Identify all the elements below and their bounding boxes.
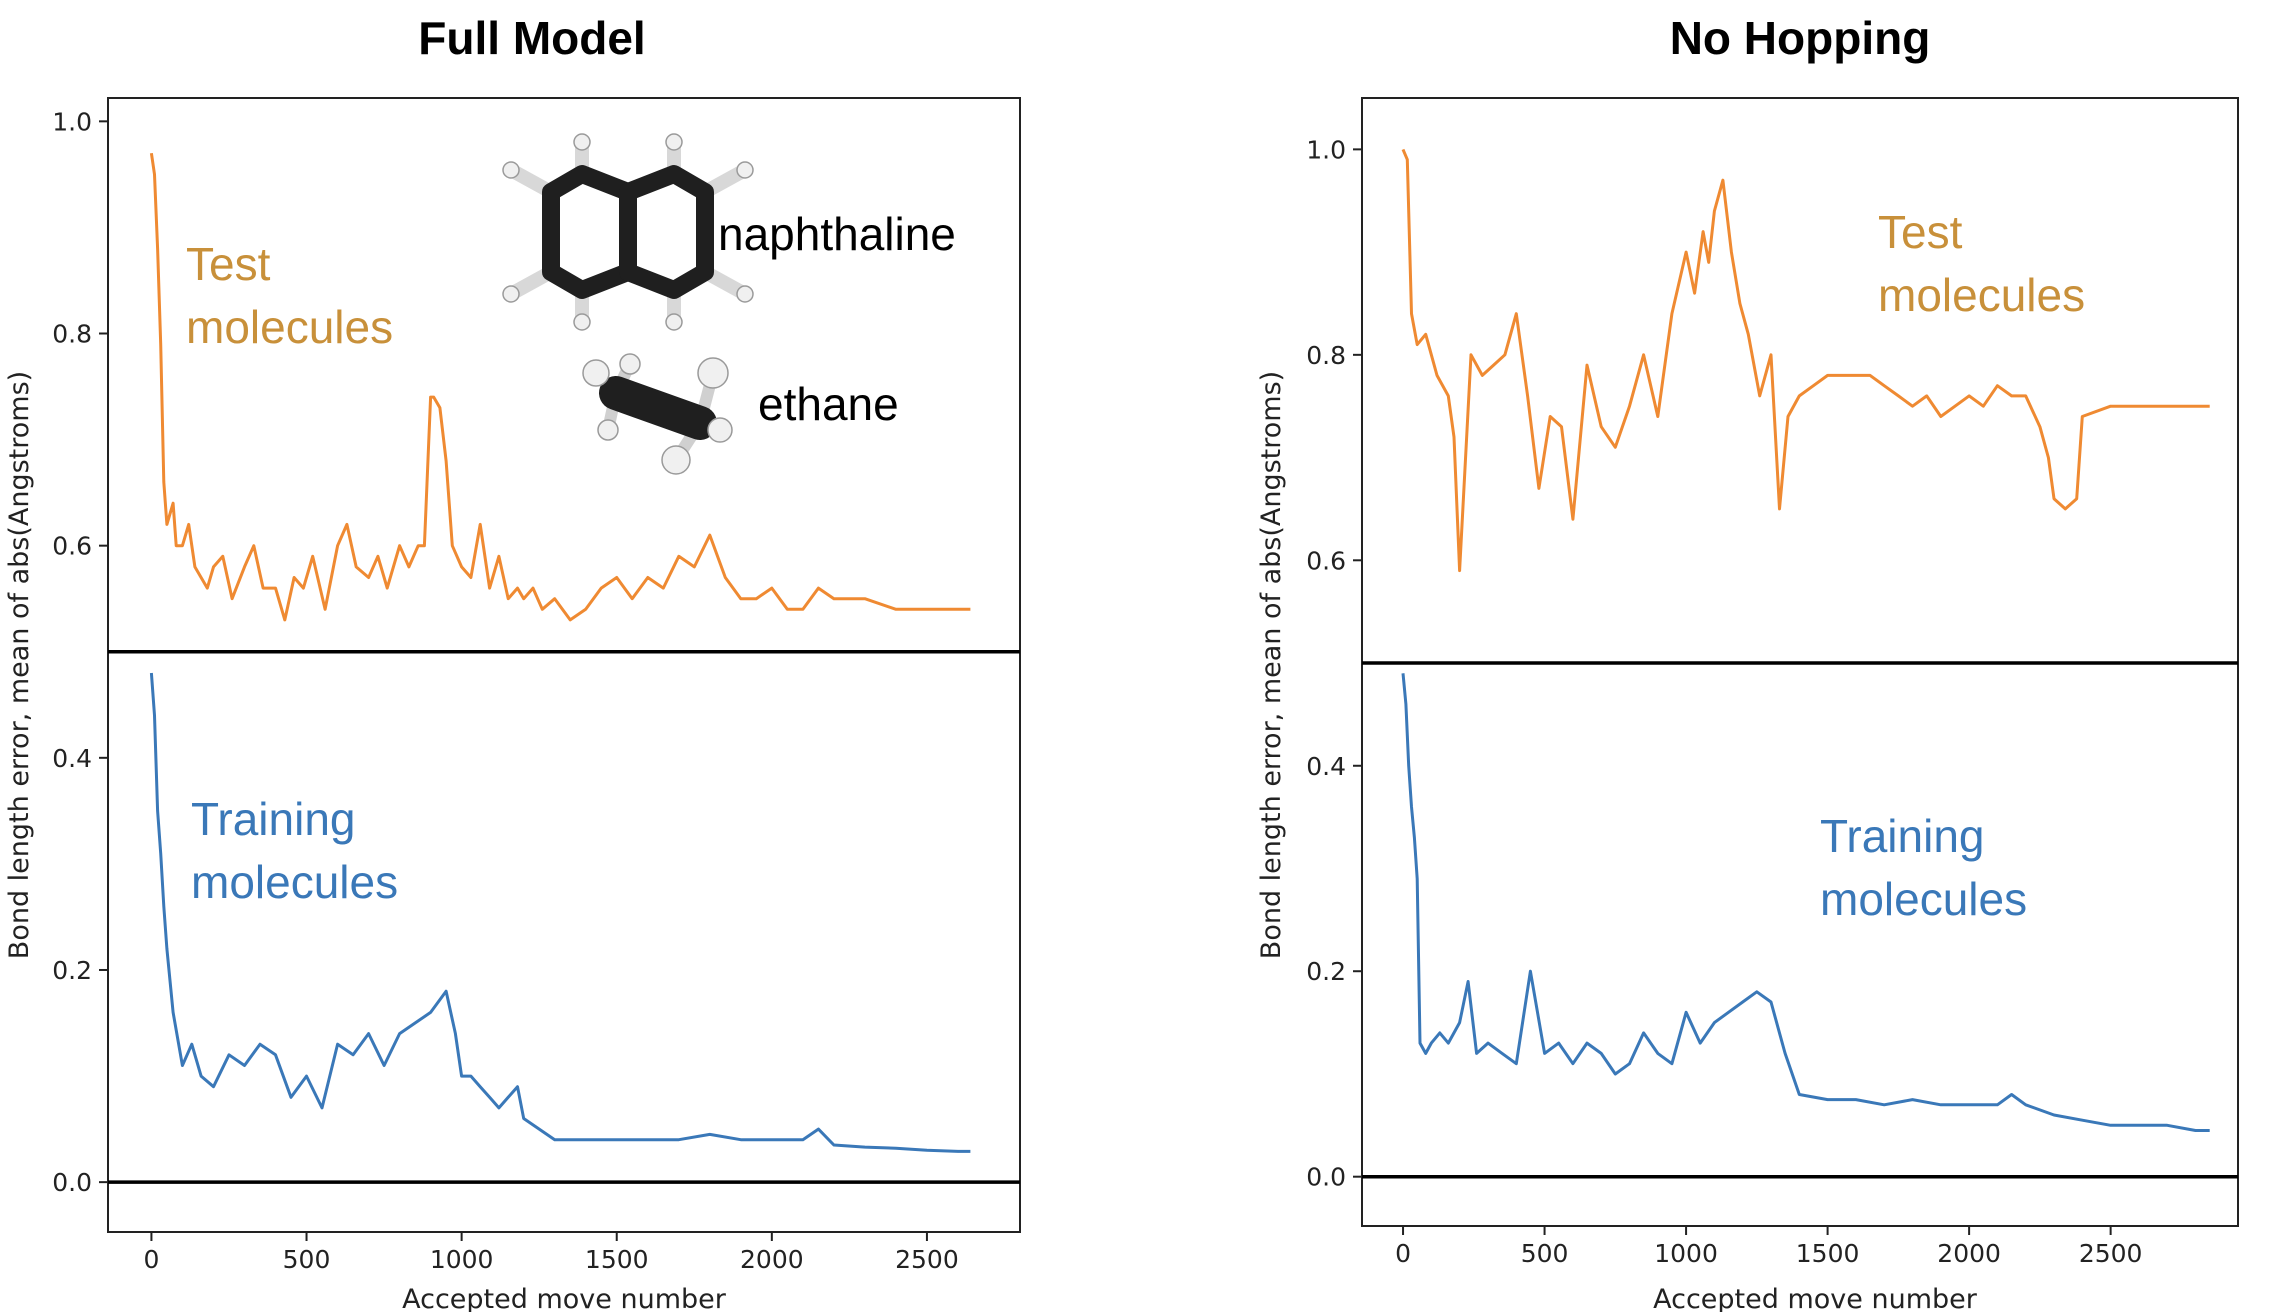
test-annotation: Test molecules: [186, 238, 393, 353]
test-annotation-line-2: molecules: [1878, 269, 2085, 321]
y-tick-label: 0.2: [52, 956, 92, 985]
test-series-line: [149, 152, 971, 622]
training-annotation-line-2: molecules: [1820, 873, 2027, 925]
test-series-line: [1401, 148, 2210, 573]
chart-title: Full Model: [418, 12, 645, 64]
plot-frame: [107, 97, 1021, 1233]
test-annotation-line-1: Test: [1878, 206, 1963, 258]
training-annotation-line-1: Training: [1820, 810, 1984, 862]
y-tick-label: 0.4: [52, 744, 92, 773]
training-series-line: [1401, 673, 2210, 1132]
training-annotation-line-2: molecules: [191, 856, 398, 908]
x-tick-label: 2500: [895, 1245, 959, 1274]
x-tick-label: 2000: [1937, 1239, 2001, 1268]
ethane-icon: [582, 353, 733, 475]
x-tick-label: 0: [143, 1245, 159, 1274]
x-tick-label: 0: [1395, 1239, 1411, 1268]
y-tick-label: 0.8: [52, 319, 92, 348]
y-tick-label: 0.0: [52, 1168, 92, 1197]
y-axis-label: Bond length error, mean of abs(Angstroms…: [4, 371, 35, 959]
y-tick-label: 0.4: [1306, 752, 1346, 781]
x-tick-label: 1500: [1796, 1239, 1860, 1268]
training-annotation: Training molecules: [1820, 810, 2027, 925]
naphthalene-label: naphthaline: [718, 208, 956, 260]
y-tick-label: 1.0: [1306, 135, 1346, 164]
y-tick-label: 1.0: [52, 107, 92, 136]
x-tick-label: 1000: [430, 1245, 494, 1274]
x-tick-label: 500: [283, 1245, 331, 1274]
x-tick-label: 2500: [2079, 1239, 2143, 1268]
ethane-label: ethane: [758, 378, 899, 430]
naphthalene-icon: [502, 133, 754, 331]
x-axis-label: Accepted move number: [1653, 1284, 1978, 1312]
x-tick-label: 2000: [740, 1245, 804, 1274]
y-tick-label: 0.2: [1306, 957, 1346, 986]
training-series-line: [149, 672, 971, 1153]
y-tick-label: 0.0: [1306, 1163, 1346, 1192]
x-axis-label: Accepted move number: [402, 1284, 727, 1312]
x-tick-label: 1500: [585, 1245, 649, 1274]
training-annotation: Training molecules: [191, 793, 398, 908]
chart-no-hopping: No Hopping 0 500 1000 1500 2000 2500 0.0 0.2 0.…: [1256, 12, 2239, 1312]
chart-full-model: Full Model 0 500 1000 1500 2000 2500 0.0 0.2 0.…: [4, 12, 1021, 1312]
test-annotation-line-1: Test: [186, 238, 271, 290]
chart-title: No Hopping: [1670, 12, 1931, 64]
y-tick-label: 0.6: [52, 532, 92, 561]
test-annotation-line-2: molecules: [186, 301, 393, 353]
x-tick-label: 500: [1521, 1239, 1569, 1268]
y-axis-label: Bond length error, mean of abs(Angstroms…: [1256, 371, 1287, 959]
test-annotation: Test molecules: [1878, 206, 2085, 321]
x-tick-label: 1000: [1654, 1239, 1718, 1268]
y-tick-label: 0.6: [1306, 546, 1346, 575]
y-tick-label: 0.8: [1306, 341, 1346, 370]
training-annotation-line-1: Training: [191, 793, 355, 845]
